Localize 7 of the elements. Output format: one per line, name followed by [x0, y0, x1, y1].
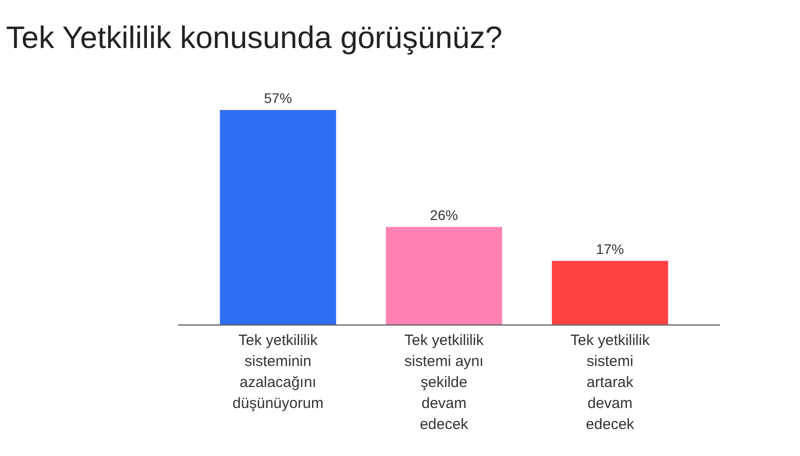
x-tick-label: Tek yetkililik sistemi aynı şekilde devam edecek: [404, 332, 484, 433]
data-label: 17%: [596, 240, 624, 257]
chart-title: Tek Yetkililik konusunda görüşünüz?: [6, 20, 502, 55]
data-label: 57%: [264, 90, 292, 106]
x-tick-label: Tek yetkililik sisteminin azalacağını düşünüyorum: [232, 332, 324, 412]
data-label: 26%: [430, 206, 458, 223]
x-tick-label: Tek yetkililik sistemi artarak devam edecek: [570, 332, 650, 433]
